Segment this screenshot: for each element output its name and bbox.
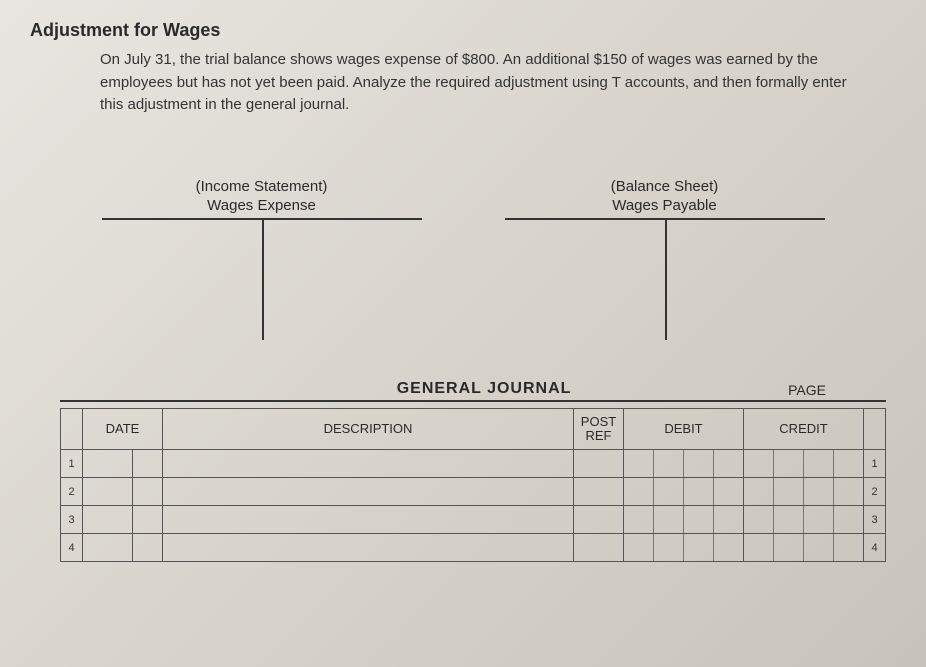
journal-row: 22 [61, 478, 886, 506]
date-cell-day [133, 450, 163, 478]
row-number-left: 1 [61, 450, 83, 478]
row-number-left: 4 [61, 534, 83, 562]
credit-cell [744, 506, 864, 534]
t-account-header: (Income Statement) Wages Expense [102, 177, 422, 220]
postref-line2: REF [586, 428, 612, 443]
col-debit: DEBIT [624, 408, 744, 450]
credit-cell [744, 450, 864, 478]
postref-cell [574, 506, 624, 534]
description-cell [163, 506, 574, 534]
row-number-left: 3 [61, 506, 83, 534]
t-account-wages-payable: (Balance Sheet) Wages Payable [505, 177, 825, 340]
row-number-right: 3 [864, 506, 886, 534]
row-number-right: 4 [864, 534, 886, 562]
col-date: DATE [83, 408, 163, 450]
t-account-title: Wages Payable [612, 197, 717, 214]
journal-row: 11 [61, 450, 886, 478]
t-accounts-row: (Income Statement) Wages Expense (Balanc… [30, 177, 896, 340]
col-rownum-right [864, 408, 886, 450]
t-account-header: (Balance Sheet) Wages Payable [505, 177, 825, 220]
credit-cell [744, 478, 864, 506]
date-cell-day [133, 534, 163, 562]
col-postref: POST REF [574, 408, 624, 450]
section-heading: Adjustment for Wages [30, 20, 896, 41]
t-account-supertitle: (Balance Sheet) [611, 178, 719, 195]
debit-cell [624, 534, 744, 562]
t-account-body [505, 220, 825, 340]
credit-cell [744, 534, 864, 562]
date-cell-month [83, 534, 133, 562]
description-cell [163, 534, 574, 562]
postref-cell [574, 450, 624, 478]
journal-row: 33 [61, 506, 886, 534]
row-number-right: 2 [864, 478, 886, 506]
postref-cell [574, 534, 624, 562]
date-cell-month [83, 478, 133, 506]
date-cell-day [133, 478, 163, 506]
problem-text: On July 31, the trial balance shows wage… [100, 49, 856, 117]
journal-row: 44 [61, 534, 886, 562]
col-credit: CREDIT [744, 408, 864, 450]
col-rownum-left [61, 408, 83, 450]
col-description: DESCRIPTION [163, 408, 574, 450]
date-cell-month [83, 450, 133, 478]
t-account-wages-expense: (Income Statement) Wages Expense [102, 177, 422, 340]
row-number-left: 2 [61, 478, 83, 506]
date-cell-day [133, 506, 163, 534]
postref-line1: POST [581, 414, 616, 429]
journal-page-label: PAGE [788, 382, 886, 398]
journal-titlebar: GENERAL JOURNAL PAGE [60, 380, 886, 402]
journal-title: GENERAL JOURNAL [60, 380, 788, 398]
general-journal: GENERAL JOURNAL PAGE DATE DESCRIPTION PO… [30, 380, 896, 563]
t-account-title: Wages Expense [207, 197, 316, 214]
description-cell [163, 478, 574, 506]
debit-cell [624, 450, 744, 478]
debit-cell [624, 478, 744, 506]
date-cell-month [83, 506, 133, 534]
row-number-right: 1 [864, 450, 886, 478]
t-account-supertitle: (Income Statement) [196, 178, 328, 195]
debit-cell [624, 506, 744, 534]
t-account-body [102, 220, 422, 340]
postref-cell [574, 478, 624, 506]
description-cell [163, 450, 574, 478]
journal-header-row: DATE DESCRIPTION POST REF DEBIT CREDIT [61, 408, 886, 450]
journal-table: DATE DESCRIPTION POST REF DEBIT CREDIT 1… [60, 408, 886, 563]
